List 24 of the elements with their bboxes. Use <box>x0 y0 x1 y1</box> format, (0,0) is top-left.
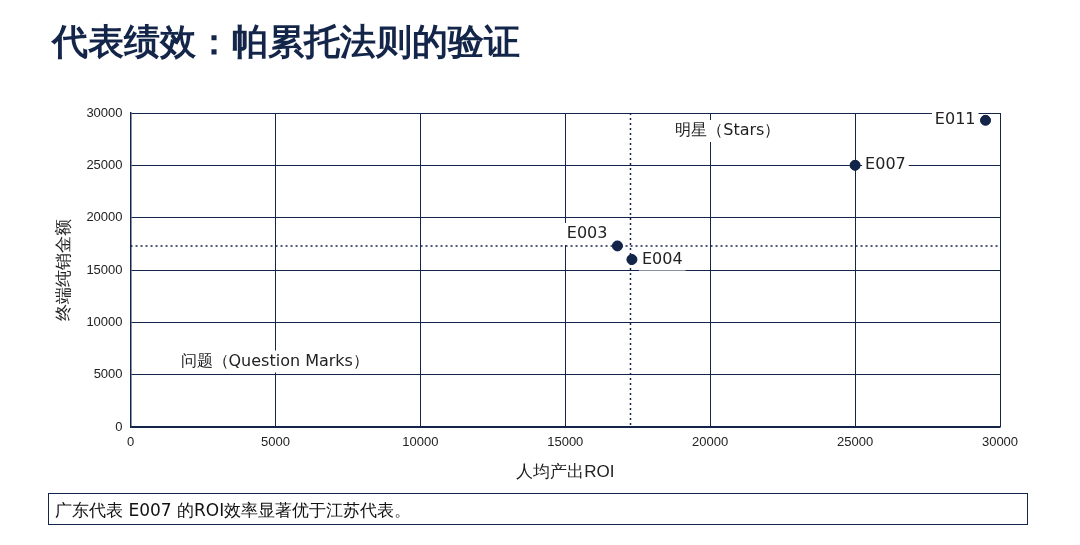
x-tick-label: 20000 <box>692 434 729 450</box>
annotation: 明星（Stars） <box>675 120 781 140</box>
y-tick-label: 25000 <box>86 156 123 172</box>
y-tick-label: 5000 <box>93 366 123 382</box>
x-tick-label: 10000 <box>402 434 439 450</box>
data-label: E007 <box>865 154 906 174</box>
y-tick-label: 30000 <box>86 104 123 120</box>
y-tick-label: 20000 <box>86 209 123 225</box>
x-tick-label: 25000 <box>837 434 874 450</box>
annotation: 问题（Question Marks） <box>180 350 369 370</box>
y-tick-label: 0 <box>115 418 123 434</box>
x-tick-label: 30000 <box>981 434 1019 450</box>
chart-title: 代表绩效：帕累托法则的验证 <box>52 20 520 64</box>
data-label: E004 <box>641 248 683 268</box>
x-tick-label: 0 <box>126 434 135 450</box>
x-axis-title: 人均产出ROI <box>516 462 615 482</box>
x-tick-label: 5000 <box>261 434 290 450</box>
data-label: E011 <box>934 109 976 129</box>
y-tick-label: 15000 <box>86 261 123 277</box>
y-axis-title: 终端纯销金额 <box>53 219 73 321</box>
data-label: E003 <box>566 223 608 243</box>
x-tick-label: 15000 <box>547 434 584 450</box>
y-tick-label: 10000 <box>86 313 123 329</box>
text: 广东代表 E007 的ROI效率显著优于江苏代表。 <box>48 493 1028 525</box>
